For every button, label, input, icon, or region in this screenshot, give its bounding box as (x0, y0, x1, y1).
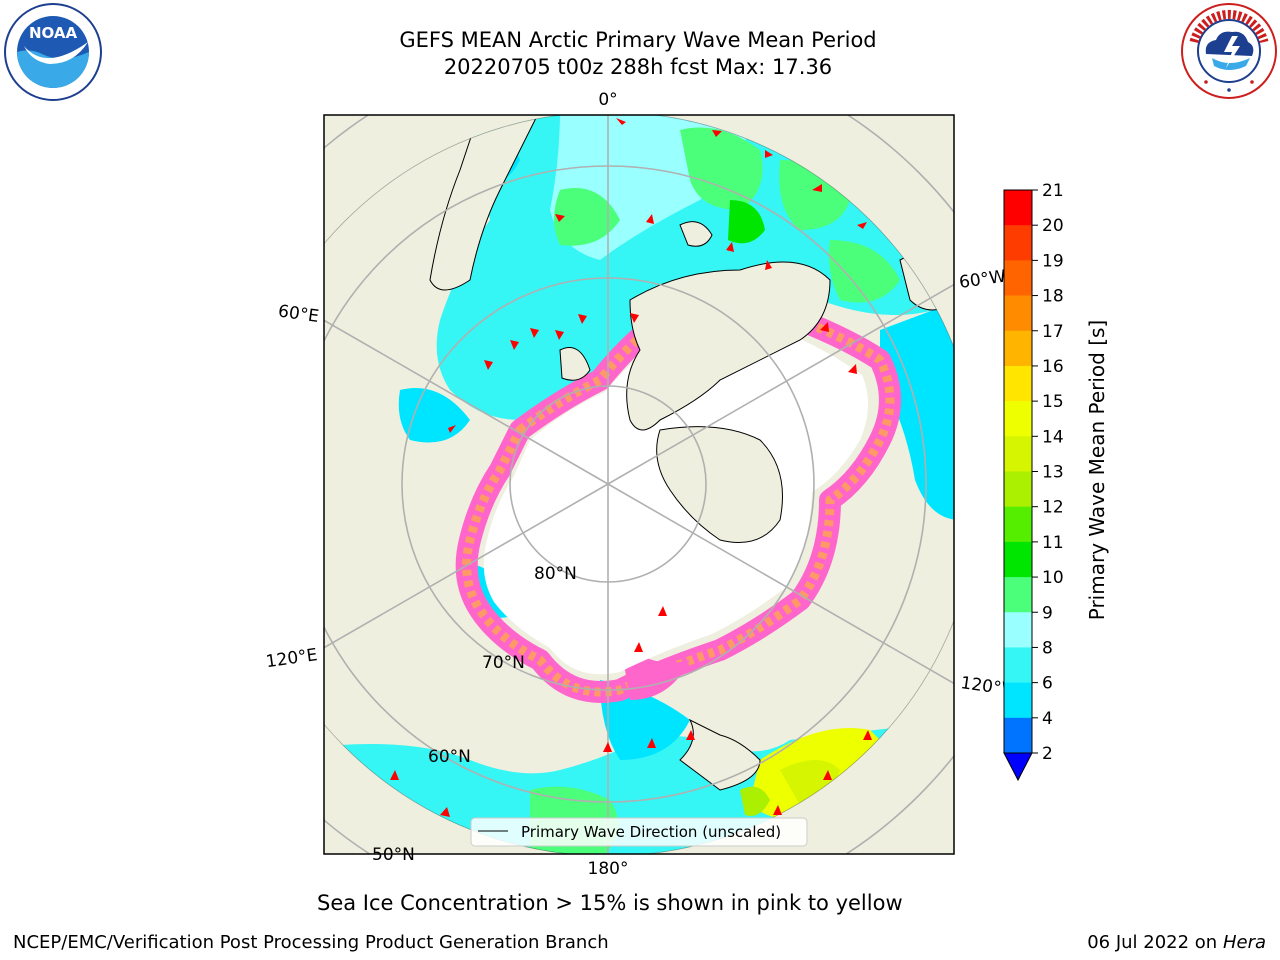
colorbar-bands (1003, 189, 1033, 782)
map-legend: Primary Wave Direction (unscaled) (470, 817, 808, 847)
legend-label: Primary Wave Direction (unscaled) (521, 823, 781, 841)
colorbar-tick-label: 9 (1042, 603, 1053, 623)
footer-left: NCEP/EMC/Verification Post Processing Pr… (13, 932, 609, 953)
colorbar-tick-label: 14 (1042, 427, 1064, 447)
colorbar-tick-label: 18 (1042, 287, 1064, 307)
colorbar-tick-label: 13 (1042, 463, 1064, 483)
colorbar-band (1004, 401, 1032, 437)
lat-label-80: 80°N (534, 564, 577, 584)
colorbar-band (1004, 612, 1032, 648)
colorbar-tick-label: 17 (1042, 322, 1064, 342)
colorbar-tick-label: 20 (1042, 216, 1064, 236)
scandinavia (429, 115, 541, 291)
map-frame (323, 114, 955, 855)
graticule (324, 115, 954, 854)
lat-label-70: 70°N (482, 653, 525, 673)
meridian-60e (324, 319, 609, 485)
colorbar-tick-label: 11 (1042, 533, 1064, 553)
title-line-1: GEFS MEAN Arctic Primary Wave Mean Perio… (399, 28, 877, 52)
colorbar: 21 20 19 18 17 16 15 14 13 12 11 10 9 8 6 4 2 (1003, 181, 1064, 782)
lat-label-50: 50°N (372, 845, 415, 865)
colorbar-tick-label: 10 (1042, 568, 1064, 588)
colorbar-band (1004, 365, 1032, 402)
lon-label-0: 0° (598, 90, 617, 110)
wave-field-atlantic-green-4 (554, 188, 620, 246)
colorbar-tick-label: 2 (1042, 744, 1053, 764)
greenland (626, 261, 831, 431)
colorbar-band (1004, 682, 1032, 719)
colorbar-band (1004, 577, 1032, 613)
colorbar-band (1004, 471, 1032, 508)
colorbar-band (1004, 330, 1032, 367)
footer-right: 06 Jul 2022 on Hera (1087, 932, 1266, 953)
noaa-logo-icon: NOAA (4, 3, 102, 101)
canadian-archipelago (656, 426, 783, 543)
caption: Sea Ice Concentration > 15% is shown in … (317, 891, 903, 915)
wave-field-atlantic-green-5 (728, 200, 765, 244)
lon-label-180: 180° (588, 859, 629, 879)
colorbar-tick-label: 6 (1042, 674, 1053, 694)
iceland (679, 221, 713, 247)
colorbar-band (1004, 295, 1032, 332)
lon-label-60e: 60°E (277, 301, 320, 326)
colorbar-tick-label: 21 (1042, 181, 1064, 201)
colorbar-band (1004, 506, 1032, 543)
title-line-2: 20220705 t00z 288h fcst Max: 17.36 (443, 55, 833, 79)
colorbar-band (1004, 260, 1032, 297)
colorbar-tick-label: 16 (1042, 357, 1064, 377)
wave-direction-arrows (390, 118, 872, 817)
colorbar-title: Primary Wave Mean Period [s] (1085, 319, 1109, 621)
colorbar-tick-label: 8 (1042, 638, 1053, 658)
lat-label-60: 60°N (428, 747, 471, 767)
wave-field-atlantic-green-3 (828, 240, 900, 303)
wave-field-atlantic-green-1 (680, 127, 763, 210)
nws-logo-icon (1181, 3, 1277, 99)
colorbar-band (1004, 190, 1032, 226)
colorbar-tick-label: 19 (1042, 251, 1064, 271)
footer-date: 06 Jul 2022 on (1087, 932, 1223, 953)
wave-field-baffin (880, 300, 954, 520)
wave-field-gulf-lime (740, 786, 770, 816)
noaa-logo-text: NOAA (29, 24, 78, 42)
meridian-120e (324, 483, 609, 649)
colorbar-band (1004, 647, 1032, 684)
colorbar-band (1004, 541, 1032, 578)
lon-label-120e: 120°E (265, 645, 319, 672)
colorbar-tick-label: 15 (1042, 392, 1064, 412)
ice-edge-orange (462, 288, 895, 697)
colorbar-band (1004, 225, 1032, 261)
colorbar-band (1004, 717, 1032, 754)
colorbar-tick-label: 12 (1042, 498, 1064, 518)
footer-machine: Hera (1222, 932, 1266, 953)
colorbar-ticks: 21 20 19 18 17 16 15 14 13 12 11 10 9 8 6 4 2 (1032, 181, 1064, 764)
colorbar-band (1004, 436, 1032, 472)
svalbard (559, 347, 591, 381)
meridian-120w (607, 483, 954, 685)
latitude-labels: 80°N 70°N 60°N 50°N (372, 564, 577, 865)
colorbar-tick-label: 4 (1042, 709, 1053, 729)
colorbar-under-triangle (1003, 752, 1033, 782)
meridian-60w (607, 283, 954, 485)
